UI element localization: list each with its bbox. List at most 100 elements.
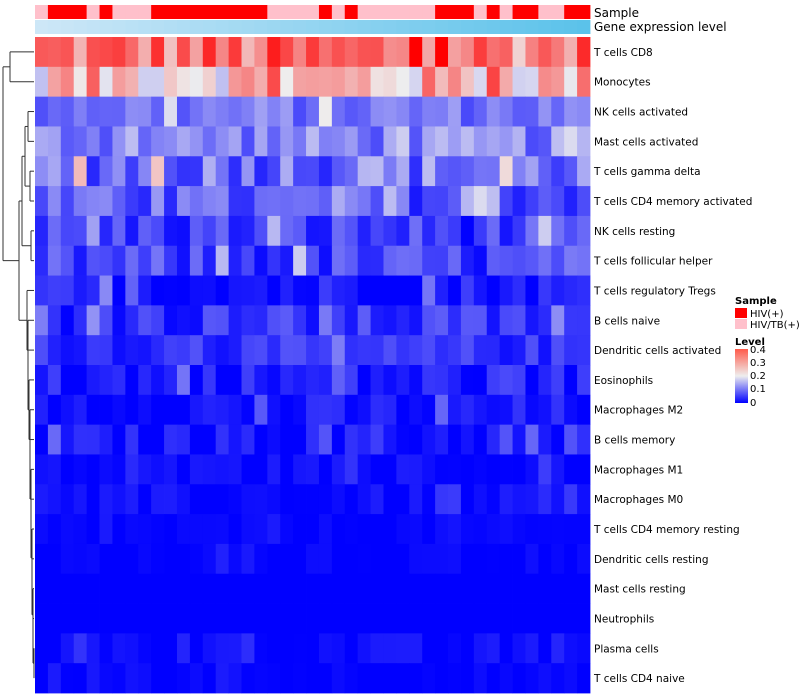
heatmap-cell: [293, 335, 307, 366]
heatmap-cells: [35, 37, 591, 694]
heatmap-cell: [280, 603, 294, 634]
heatmap-cell: [409, 543, 423, 575]
heatmap-cell: [228, 66, 242, 98]
heatmap-cell: [306, 514, 320, 545]
heatmap-cell: [473, 215, 488, 247]
heatmap-cell: [73, 305, 88, 336]
heatmap-cell: [448, 37, 462, 68]
gene-expression-annotation-cell: [473, 20, 488, 34]
heatmap-cell: [306, 633, 320, 664]
heatmap-cell: [267, 454, 281, 485]
heatmap-cell: [35, 365, 49, 396]
heatmap-cell: [448, 663, 462, 694]
heatmap-cell: [151, 126, 165, 157]
heatmap-cell: [47, 275, 62, 306]
heatmap-cell: [164, 66, 178, 98]
heatmap-cell: [357, 275, 371, 306]
heatmap-cell: [60, 305, 75, 336]
gene-expression-annotation-cell: [525, 20, 539, 34]
gene-expression-annotation-cell: [267, 20, 281, 34]
heatmap-cell: [435, 573, 449, 604]
level-tick: 0: [750, 398, 756, 409]
heatmap-cell: [525, 215, 539, 247]
heatmap-cell: [151, 37, 165, 68]
heatmap-cell: [293, 484, 307, 515]
heatmap-cell: [422, 215, 436, 247]
heatmap-cell: [525, 603, 539, 634]
heatmap-cell: [551, 335, 565, 366]
heatmap-cell: [370, 156, 384, 187]
heatmap-cell: [564, 335, 578, 366]
heatmap-cell: [241, 573, 255, 604]
heatmap-cell: [293, 156, 307, 187]
heatmap-cell: [486, 215, 501, 247]
heatmap-cell: [280, 633, 294, 664]
heatmap-cell: [176, 633, 191, 664]
heatmap-cell: [564, 663, 578, 694]
gene-expression-annotation-cell: [293, 20, 307, 34]
gene-expression-annotation-cell: [422, 20, 436, 34]
heatmap-cell: [473, 424, 488, 455]
gene-expression-annotation-cell: [189, 20, 204, 34]
heatmap-cell: [409, 275, 423, 306]
heatmap-cell: [151, 275, 165, 306]
heatmap-cell: [538, 454, 552, 485]
heatmap-cell: [564, 633, 578, 664]
heatmap-cell: [202, 514, 217, 545]
heatmap-cell: [564, 454, 578, 485]
heatmap-cell: [370, 365, 384, 396]
heatmap-cell: [422, 543, 436, 575]
heatmap-cell: [202, 96, 217, 127]
heatmap-cell: [473, 37, 488, 68]
heatmap-cell: [512, 305, 526, 336]
heatmap-cell: [176, 603, 191, 634]
heatmap-cell: [318, 335, 333, 366]
legend: Sample HIV(+) HIV/TB(+) Level 0.4 0.3 0.…: [735, 296, 800, 409]
sample-legend-title: Sample: [735, 296, 777, 307]
heatmap-cell: [86, 633, 100, 664]
heatmap-cell: [151, 66, 165, 98]
sample-annotation-cell: [47, 5, 62, 19]
heatmap-cell: [318, 365, 333, 396]
heatmap-cell: [460, 603, 475, 634]
heatmap-cell: [151, 484, 165, 515]
gene-expression-annotation-cell: [318, 20, 333, 34]
heatmap-cell: [60, 633, 75, 664]
heatmap-cell: [125, 633, 139, 664]
heatmap-cell: [331, 454, 346, 485]
heatmap-cell: [215, 215, 230, 247]
heatmap-cell: [202, 156, 217, 187]
heatmap-cell: [241, 663, 255, 694]
heatmap-cell: [551, 275, 565, 306]
heatmap-cell: [202, 424, 217, 455]
row-label: Dendritic cells resting: [594, 554, 709, 566]
heatmap-cell: [164, 305, 178, 336]
heatmap-cell: [383, 603, 397, 634]
heatmap-cell: [99, 186, 113, 217]
heatmap-cell: [138, 37, 152, 68]
heatmap-cell: [499, 543, 513, 575]
heatmap-cell: [409, 37, 423, 68]
gene-expression-annotation-cell: [164, 20, 178, 34]
heatmap-cell: [564, 275, 578, 306]
sample-annotation-cell: [331, 5, 346, 19]
heatmap-cell: [564, 305, 578, 336]
heatmap-cell: [293, 663, 307, 694]
heatmap-cell: [318, 484, 333, 515]
heatmap-cell: [47, 603, 62, 634]
heatmap-cell: [241, 484, 255, 515]
heatmap-cell: [344, 573, 359, 604]
heatmap-cell: [306, 365, 320, 396]
heatmap-cell: [35, 424, 49, 455]
heatmap-cell: [435, 633, 449, 664]
heatmap-cell: [435, 126, 449, 157]
heatmap-cell: [331, 245, 346, 276]
heatmap-cell: [383, 215, 397, 247]
heatmap-cell: [215, 66, 230, 98]
heatmap-cell: [460, 573, 475, 604]
heatmap-cell: [189, 186, 204, 217]
heatmap-cell: [577, 543, 591, 575]
row-label: Eosinophils: [594, 375, 653, 387]
heatmap-cell: [164, 394, 178, 426]
heatmap-cell: [525, 156, 539, 187]
